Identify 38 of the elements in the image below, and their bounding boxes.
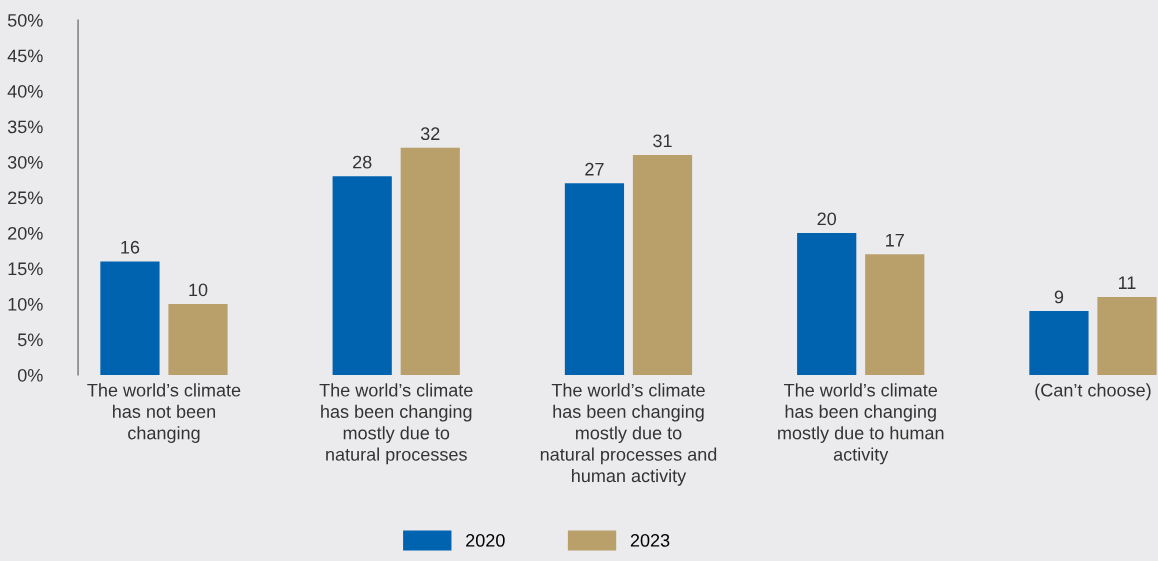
bar <box>400 147 460 375</box>
y-tick-label: 40% <box>7 84 43 98</box>
y-tick-label: 25% <box>8 191 43 205</box>
y-tick-label: 50% <box>7 13 43 27</box>
legend-label: 2020 <box>466 534 505 547</box>
x-tick-label: The world’s climate has been changing mostly due to natural processes <box>319 383 473 465</box>
x-tick-label: The world’s climate has not been changing <box>87 383 241 443</box>
data-label: 11 <box>1119 276 1136 289</box>
data-label: 32 <box>420 127 440 141</box>
x-tick-label: (Can’t choose) <box>1035 383 1151 401</box>
y-tick-label: 5% <box>17 333 43 347</box>
x-tick-label: The world’s climate has been changing mostly due to human activity <box>778 383 944 465</box>
data-label: 27 <box>585 162 604 176</box>
bar <box>168 303 228 375</box>
bar <box>632 154 693 375</box>
data-label: 16 <box>121 240 140 254</box>
legend-label: 2023 <box>630 534 670 547</box>
y-tick-label: 20% <box>8 226 43 240</box>
bar <box>797 232 857 375</box>
data-label: 17 <box>886 233 904 247</box>
data-label: 28 <box>353 155 372 169</box>
y-tick-label: 35% <box>7 120 43 134</box>
bar <box>1097 296 1157 375</box>
data-label: 20 <box>817 212 837 226</box>
bar <box>865 254 925 375</box>
y-tick-label: 45% <box>7 49 43 63</box>
y-tick-label: 10% <box>8 297 43 311</box>
bar <box>564 183 625 375</box>
x-tick-label: The world’s climate has been changing mostly due to natural processes and human activity <box>540 383 717 486</box>
bar <box>332 176 392 375</box>
data-label: 9 <box>1054 290 1064 304</box>
bar <box>100 261 160 375</box>
y-tick-label: 0% <box>17 368 43 382</box>
data-label: 10 <box>189 283 208 297</box>
data-label: 31 <box>653 134 672 148</box>
bar <box>1029 311 1089 375</box>
y-tick-label: 30% <box>7 155 43 169</box>
y-tick-label: 15% <box>8 262 43 276</box>
